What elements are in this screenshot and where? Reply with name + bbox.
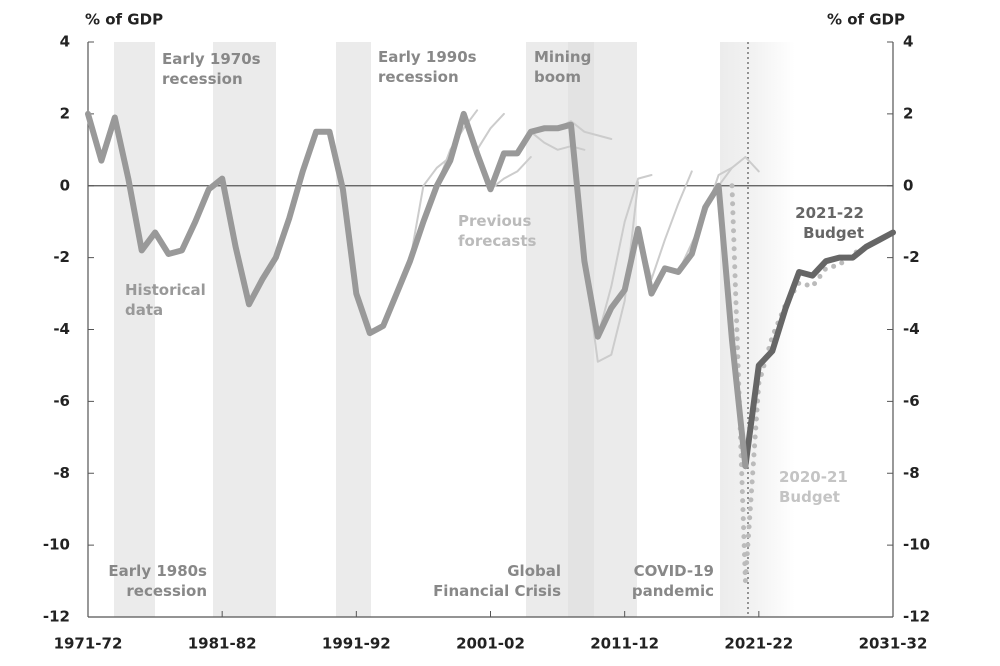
series-line (409, 156, 452, 263)
series-line (742, 229, 896, 470)
region-annotation: Early 1970s recession (162, 50, 261, 88)
series-line (85, 110, 749, 470)
x-tick-label: 2021-22 (724, 635, 793, 653)
y2-tick-label: 0 (903, 176, 913, 194)
recession-band (213, 42, 276, 617)
x-tick-label: 2031-32 (859, 635, 928, 653)
series-line (596, 174, 653, 338)
region-annotation: Mining boom (534, 48, 592, 86)
y-tick-label: 4 (60, 33, 70, 51)
y2-tick-label: -4 (903, 320, 920, 338)
series-line (717, 156, 760, 187)
y-tick-label: 0 (60, 176, 70, 194)
x-tick-label: 2001-02 (456, 635, 525, 653)
y-tick-label: -2 (53, 248, 70, 266)
y-tick-label: -10 (43, 536, 70, 554)
y2-tick-label: -8 (903, 464, 920, 482)
x-tick-label: 1991-92 (322, 635, 391, 653)
y2-axis-title: % of GDP (827, 11, 905, 29)
region-annotation: Early 1980s recession (108, 562, 207, 600)
y-axis-title: % of GDP (85, 11, 163, 29)
series-label: 2020-21 Budget (779, 468, 848, 506)
y-tick-label: -12 (43, 608, 70, 626)
y2-tick-label: 2 (903, 104, 913, 122)
series-label: Historical data (125, 281, 206, 319)
x-tick-label: 1971-72 (54, 635, 123, 653)
recession-band (336, 42, 371, 617)
x-tick-label: 1981-82 (188, 635, 257, 653)
y-tick-label: -8 (53, 464, 70, 482)
y-tick-label: -6 (53, 392, 70, 410)
region-annotation: Global Financial Crisis (433, 562, 561, 600)
y2-tick-label: -6 (903, 392, 920, 410)
y2-tick-label: 4 (903, 33, 913, 51)
shaded-regions (114, 42, 795, 617)
series-label: Previous forecasts (458, 212, 537, 250)
y-tick-label: -4 (53, 320, 70, 338)
region-annotation: Early 1990s recession (378, 48, 477, 86)
series-label: 2021-22 Budget (795, 204, 864, 242)
region-annotation: COVID-19 pandemic (631, 562, 714, 600)
y2-tick-label: -10 (903, 536, 930, 554)
y2-tick-label: -12 (903, 608, 930, 626)
series-line (489, 156, 532, 191)
y-tick-label: 2 (60, 104, 70, 122)
y2-tick-label: -2 (903, 248, 920, 266)
x-tick-label: 2011-12 (590, 635, 659, 653)
